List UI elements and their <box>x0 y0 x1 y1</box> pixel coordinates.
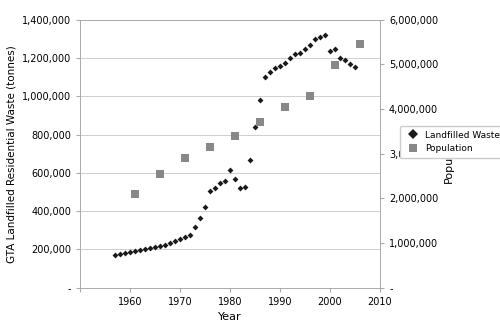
Landfilled Waste <box>306 42 314 47</box>
Landfilled Waste <box>281 60 289 66</box>
Landfilled Waste <box>176 237 184 242</box>
Landfilled Waste <box>151 244 159 250</box>
Landfilled Waste <box>171 239 179 244</box>
Landfilled Waste <box>341 58 349 63</box>
Landfilled Waste <box>161 242 169 248</box>
Landfilled Waste <box>111 252 119 258</box>
Population <box>181 156 189 161</box>
Landfilled Waste <box>311 37 319 42</box>
Y-axis label: Population: Population <box>444 124 454 183</box>
Landfilled Waste <box>321 33 329 38</box>
Landfilled Waste <box>226 168 234 173</box>
Landfilled Waste <box>236 185 244 190</box>
Landfilled Waste <box>246 157 254 163</box>
Population <box>156 171 164 177</box>
Landfilled Waste <box>276 63 284 69</box>
Landfilled Waste <box>221 178 229 183</box>
Landfilled Waste <box>326 48 334 53</box>
Landfilled Waste <box>116 251 124 256</box>
Landfilled Waste <box>141 246 149 251</box>
Landfilled Waste <box>266 69 274 74</box>
Population <box>306 93 314 98</box>
Landfilled Waste <box>351 64 359 70</box>
Population <box>356 42 364 47</box>
Landfilled Waste <box>296 50 304 55</box>
Population <box>131 191 139 197</box>
Landfilled Waste <box>231 176 239 181</box>
Landfilled Waste <box>206 188 214 194</box>
Landfilled Waste <box>216 180 224 185</box>
Landfilled Waste <box>316 35 324 40</box>
Landfilled Waste <box>241 184 249 189</box>
Landfilled Waste <box>271 65 279 71</box>
Landfilled Waste <box>191 224 199 230</box>
Landfilled Waste <box>331 46 339 51</box>
Population <box>256 120 264 125</box>
Landfilled Waste <box>336 56 344 61</box>
X-axis label: Year: Year <box>218 312 242 322</box>
Landfilled Waste <box>131 248 139 253</box>
Landfilled Waste <box>256 98 264 103</box>
Population <box>281 104 289 109</box>
Landfilled Waste <box>261 75 269 80</box>
Landfilled Waste <box>301 46 309 51</box>
Landfilled Waste <box>291 52 299 57</box>
Landfilled Waste <box>201 205 209 210</box>
Landfilled Waste <box>196 216 204 221</box>
Landfilled Waste <box>346 61 354 67</box>
Landfilled Waste <box>166 241 174 246</box>
Landfilled Waste <box>156 243 164 249</box>
Population <box>231 133 239 138</box>
Landfilled Waste <box>136 247 144 252</box>
Landfilled Waste <box>251 125 259 130</box>
Landfilled Waste <box>211 185 219 191</box>
Legend: Landfilled Waste, Population: Landfilled Waste, Population <box>400 126 500 158</box>
Y-axis label: GTA Landfilled Residential Waste (tonnes): GTA Landfilled Residential Waste (tonnes… <box>6 45 16 263</box>
Landfilled Waste <box>186 232 194 238</box>
Landfilled Waste <box>146 245 154 250</box>
Population <box>206 144 214 149</box>
Landfilled Waste <box>121 250 129 255</box>
Landfilled Waste <box>181 234 189 240</box>
Landfilled Waste <box>286 56 294 61</box>
Landfilled Waste <box>126 249 134 254</box>
Population <box>331 62 339 68</box>
